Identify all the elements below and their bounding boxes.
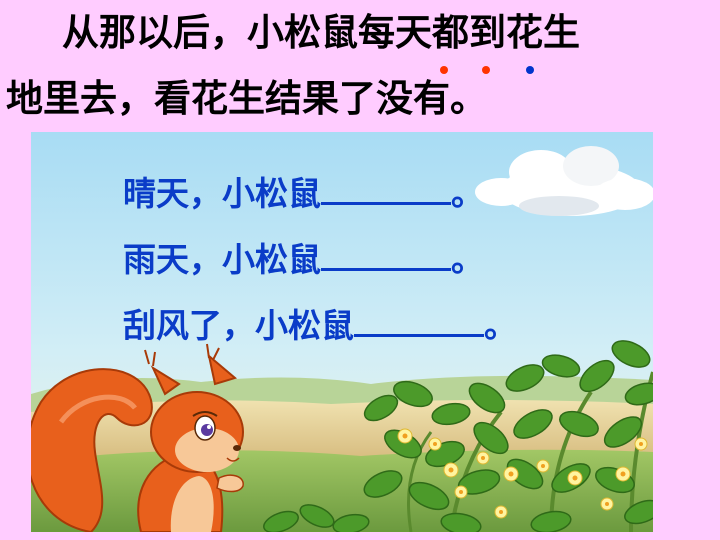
question-suffix: 。 [451,240,484,279]
story-line-1: 从那以后，小松鼠每天都到花生 [62,11,580,54]
squirrel [31,343,244,532]
question-windy: 刮风了，小松鼠 。 [123,306,517,346]
peanut-plants [263,340,653,532]
question-prefix: 晴天，小松鼠 [123,174,321,213]
illustration-panel: 晴天，小松鼠。 雨天，小松鼠。 刮风了，小松鼠。 [31,132,653,532]
question-prefix: 刮风了，小松鼠 [123,306,354,345]
answer-blank[interactable] [354,306,484,337]
question-prefix: 雨天，小松鼠 [123,240,321,279]
story-line-2: 地里去，看花生结果了没有。 [6,77,487,120]
answer-blank[interactable] [321,174,451,205]
emphasis-dot [440,66,448,74]
question-suffix: 。 [484,306,517,345]
answer-blank[interactable] [321,240,451,271]
emphasis-dot [526,66,534,74]
scene-artwork [31,132,653,532]
emphasis-dot [482,66,490,74]
cloud [475,146,653,216]
question-rainy: 雨天，小松鼠 。 [123,240,484,280]
question-suffix: 。 [451,174,484,213]
question-sunny: 晴天，小松鼠 。 [123,174,484,214]
